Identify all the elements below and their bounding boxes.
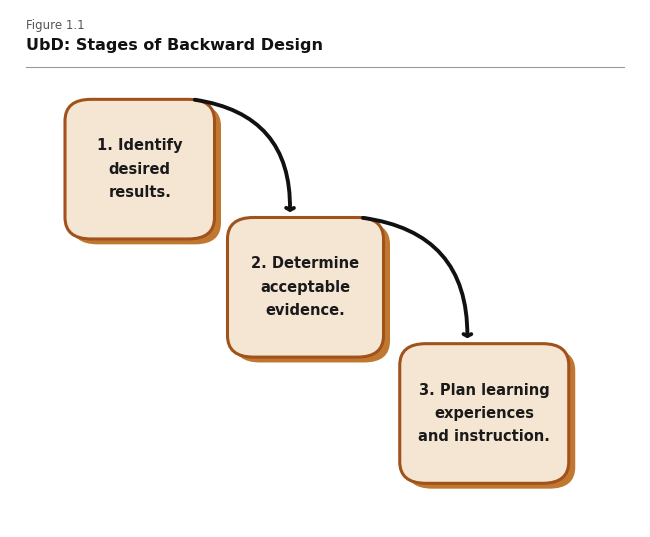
FancyBboxPatch shape xyxy=(227,217,384,357)
FancyBboxPatch shape xyxy=(72,105,221,244)
Text: 1. Identify
desired
results.: 1. Identify desired results. xyxy=(97,138,183,200)
FancyBboxPatch shape xyxy=(406,349,575,489)
FancyBboxPatch shape xyxy=(400,344,569,483)
Text: UbD: Stages of Backward Design: UbD: Stages of Backward Design xyxy=(26,38,323,53)
Text: 2. Determine
acceptable
evidence.: 2. Determine acceptable evidence. xyxy=(252,256,359,318)
FancyBboxPatch shape xyxy=(65,99,214,239)
Text: 3. Plan learning
experiences
and instruction.: 3. Plan learning experiences and instruc… xyxy=(419,382,550,445)
FancyBboxPatch shape xyxy=(234,223,390,362)
Text: Figure 1.1: Figure 1.1 xyxy=(26,19,84,32)
